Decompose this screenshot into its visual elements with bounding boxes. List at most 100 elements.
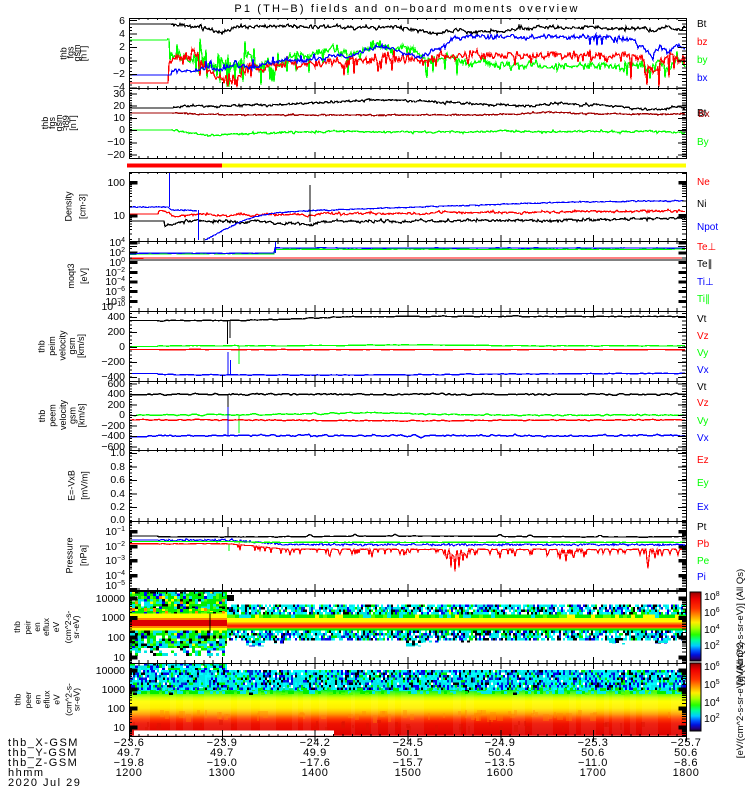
svg-text:−13.5: −13.5: [485, 757, 516, 769]
svg-text:en: en: [32, 622, 42, 632]
svg-text:20: 20: [113, 100, 125, 112]
svg-text:50.1: 50.1: [396, 747, 420, 759]
svg-text:2020 Jul 29: 2020 Jul 29: [8, 777, 81, 789]
svg-text:eflux: eflux: [41, 617, 51, 636]
svg-text:[nPa]: [nPa]: [79, 545, 89, 566]
svg-text:thb: thb: [59, 47, 69, 60]
svg-text:Ni: Ni: [697, 199, 706, 210]
svg-text:velocity: velocity: [58, 330, 68, 361]
svg-text:Vt: Vt: [697, 314, 707, 325]
svg-text:eV: eV: [52, 694, 62, 705]
svg-text:peer: peer: [23, 691, 33, 708]
svg-text:thb_X-GSM: thb_X-GSM: [8, 737, 79, 749]
svg-text:bz: bz: [697, 37, 708, 48]
svg-text:0.2: 0.2: [110, 501, 125, 513]
svg-text:100: 100: [107, 703, 125, 715]
svg-text:Ti∥: Ti∥: [697, 294, 710, 305]
svg-text:Density: Density: [64, 191, 74, 222]
svg-text:sr-eV): sr-eV): [71, 615, 81, 638]
svg-text:100: 100: [107, 177, 125, 189]
svg-text:400: 400: [107, 388, 125, 400]
svg-text:-t89: -t89: [61, 115, 71, 131]
svg-text:gsm: gsm: [68, 407, 78, 424]
svg-text:2: 2: [119, 41, 125, 53]
svg-text:Vx: Vx: [697, 433, 709, 444]
svg-text:peem: peem: [48, 404, 58, 427]
svg-text:Vy: Vy: [697, 348, 708, 359]
svg-text:Vz: Vz: [697, 398, 709, 409]
svg-text:50.6: 50.6: [674, 747, 698, 759]
svg-text:−19.0: −19.0: [207, 757, 238, 769]
svg-text:−400: −400: [101, 430, 125, 442]
svg-text:thb: thb: [12, 621, 22, 633]
svg-text:thb: thb: [13, 693, 23, 705]
svg-text:Ez: Ez: [697, 455, 709, 466]
svg-text:1500: 1500: [395, 767, 422, 779]
svg-text:10: 10: [113, 210, 125, 222]
svg-text:0.4: 0.4: [110, 488, 125, 500]
svg-text:0: 0: [119, 124, 125, 136]
svg-text:by: by: [697, 55, 708, 66]
svg-text:400: 400: [107, 311, 125, 323]
svg-text:−24.2: −24.2: [300, 737, 331, 749]
svg-text:1600: 1600: [487, 767, 514, 779]
svg-text:Pressure: Pressure: [65, 537, 75, 573]
svg-text:fgs: fgs: [47, 117, 57, 130]
svg-text:Vy: Vy: [697, 416, 708, 427]
svg-text:Vx: Vx: [697, 365, 709, 376]
svg-text:en: en: [33, 695, 43, 705]
svg-text:hhmm: hhmm: [8, 767, 45, 779]
svg-text:Ne: Ne: [697, 177, 710, 188]
svg-text:moqt3: moqt3: [66, 263, 76, 288]
svg-text:−19.8: −19.8: [114, 757, 145, 769]
svg-text:Bt: Bt: [697, 19, 707, 30]
svg-text:P1 (TH–B) fields and on–board: P1 (TH–B) fields and on–board moments ov…: [234, 3, 579, 15]
svg-text:−400: −400: [101, 371, 125, 383]
svg-text:By: By: [697, 137, 709, 148]
svg-text:0: 0: [119, 55, 125, 67]
svg-text:(cm^2-s-: (cm^2-s-: [63, 610, 73, 643]
svg-text:30: 30: [113, 88, 125, 100]
svg-text:Te⊥: Te⊥: [697, 242, 716, 253]
svg-text:Ti⊥: Ti⊥: [697, 277, 714, 288]
svg-text:49.7: 49.7: [117, 747, 141, 759]
svg-text:Ex: Ex: [697, 502, 709, 513]
svg-text:gsm: gsm: [67, 337, 77, 354]
svg-text:1800: 1800: [673, 767, 700, 779]
svg-text:−23.9: −23.9: [207, 737, 238, 749]
svg-text:−20: −20: [107, 149, 125, 161]
svg-text:10000: 10000: [96, 665, 125, 677]
svg-text:[nT]: [nT]: [79, 46, 89, 62]
svg-text:peim: peim: [47, 336, 57, 356]
svg-text:−8.6: −8.6: [674, 757, 698, 769]
svg-text:600: 600: [107, 378, 125, 390]
svg-text:[mV/m]: [mV/m]: [80, 471, 90, 500]
svg-text:10: 10: [113, 652, 125, 664]
svg-text:Pi: Pi: [697, 572, 706, 583]
svg-text:1000: 1000: [102, 612, 126, 624]
svg-text:100: 100: [107, 632, 125, 644]
svg-text:bx: bx: [697, 73, 708, 84]
svg-text:thb: thb: [37, 340, 47, 353]
svg-text:−4: −4: [113, 81, 125, 93]
svg-text:peir: peir: [23, 620, 33, 634]
svg-text:thb: thb: [40, 117, 50, 130]
svg-text:10: 10: [113, 112, 125, 124]
svg-text:1000: 1000: [102, 684, 126, 696]
svg-text:gsm: gsm: [54, 114, 64, 131]
svg-text:thb: thb: [37, 410, 47, 423]
svg-text:0: 0: [119, 409, 125, 421]
svg-text:(cm^2-s-: (cm^2-s-: [64, 683, 74, 716]
svg-text:−25.7: −25.7: [671, 737, 702, 749]
svg-text:[km/s]: [km/s]: [77, 404, 87, 428]
svg-text:[eV/(cm^2-s-sr-eV)] (All Qs): [eV/(cm^2-s-sr-eV)] (All Qs): [735, 569, 746, 685]
svg-text:thb_Z-GSM: thb_Z-GSM: [8, 757, 78, 769]
svg-text:Bx: Bx: [698, 109, 710, 120]
svg-text:eV: eV: [51, 621, 61, 632]
svg-text:E=-VxB: E=-VxB: [67, 470, 77, 501]
svg-text:−17.6: −17.6: [300, 757, 331, 769]
svg-text:eflux: eflux: [42, 690, 52, 709]
svg-text:200: 200: [107, 326, 125, 338]
svg-text:−10: −10: [107, 136, 125, 148]
svg-text:velocity: velocity: [58, 399, 68, 430]
